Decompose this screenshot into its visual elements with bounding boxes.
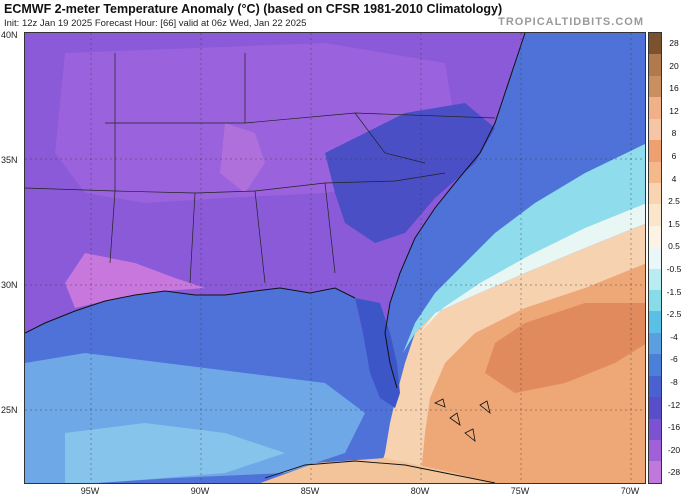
colorbar-label: -20	[667, 444, 681, 455]
lat-label-35n: 35N	[1, 155, 18, 165]
colorbar-swatch	[649, 311, 661, 333]
colorbar-swatch	[649, 397, 661, 419]
colorbar-label: -12	[667, 399, 681, 410]
cuba-coastline	[264, 460, 496, 483]
lon-label-95w: 95W	[80, 486, 100, 496]
atlantic-coastline	[384, 33, 526, 389]
colorbar-swatch	[649, 440, 661, 462]
colorbar-labels: 28 20 16 12 8 6 4 2.5 1.5 0.5 -0.5 -1.5 -2.5 -4 -6 -8 -1…	[664, 32, 684, 484]
colorbar-label: 20	[669, 60, 679, 71]
carolina-cold-core	[325, 103, 495, 243]
forecast-info: Init: 12z Jan 19 2025 Forecast Hour: [66…	[4, 18, 307, 29]
state-boundaries	[25, 53, 496, 284]
colorbar-swatch	[649, 290, 661, 312]
colorbar-label: 4	[671, 173, 677, 184]
colorbar-swatch	[649, 161, 661, 183]
colorbar-swatch	[649, 182, 661, 205]
colorbar-label: 8	[671, 128, 677, 139]
colorbar-swatch	[649, 375, 661, 398]
lon-label-90w: 90W	[190, 486, 210, 496]
bahamas-islands	[434, 398, 491, 442]
lat-label-40n: 40N	[1, 30, 18, 40]
colorbar-label: 2.5	[668, 196, 680, 207]
colorbar-swatch	[649, 418, 661, 441]
gulf-coastline	[25, 287, 356, 334]
colorbar-swatch	[649, 204, 661, 226]
colorbar-swatch	[649, 75, 661, 98]
colorbar-label: 16	[669, 83, 679, 94]
colorbar-label: 28	[669, 38, 679, 49]
colorbar-label: -2.5	[666, 309, 682, 320]
neutral-band	[420, 203, 645, 333]
colorbar-swatch	[649, 461, 661, 483]
lon-label-80w: 80W	[410, 486, 430, 496]
map-canvas	[25, 33, 645, 483]
colorbar-swatch	[649, 97, 661, 119]
lon-label-75w: 75W	[510, 486, 530, 496]
lat-label-30n: 30N	[1, 280, 18, 290]
colorbar-swatch	[649, 118, 661, 141]
florida-peninsula	[355, 298, 400, 408]
colorbar-label: 0.5	[668, 241, 680, 252]
colorbar-swatch	[649, 140, 661, 162]
colorbar-label: 12	[669, 105, 679, 116]
colorbar-label: -8	[670, 376, 678, 387]
colorbar-swatch	[649, 268, 661, 291]
cool-transition-band	[403, 143, 645, 353]
colorbar-label: -28	[667, 467, 681, 478]
colorbar-label: -0.5	[666, 263, 682, 274]
colorbar	[648, 32, 662, 484]
colorbar-swatch	[649, 332, 661, 355]
colorbar-swatch	[649, 33, 661, 55]
anomaly-map[interactable]	[24, 32, 646, 484]
colorbar-swatch	[649, 54, 661, 76]
lon-label-85w: 85W	[300, 486, 320, 496]
colorbar-label: -16	[667, 422, 681, 433]
colorbar-label: -1.5	[666, 286, 682, 297]
warm-anomaly-max	[485, 303, 645, 393]
colorbar-label: -6	[670, 354, 678, 365]
lon-label-70w: 70W	[620, 486, 640, 496]
colorbar-label: -4	[670, 331, 678, 342]
ohio-valley-pink	[220, 123, 265, 193]
gulf-coast-pink	[65, 253, 205, 308]
lat-lon-grid	[25, 33, 645, 483]
brand-watermark: TROPICALTIDBITS.COM	[498, 16, 644, 28]
colorbar-label: 1.5	[668, 218, 680, 229]
chart-title: ECMWF 2-meter Temperature Anomaly (°C) (…	[4, 2, 503, 16]
colorbar-swatch	[649, 247, 661, 269]
colorbar-swatch	[649, 354, 661, 376]
gulf-lighter-region	[65, 423, 285, 483]
lat-label-25n: 25N	[1, 405, 18, 415]
colorbar-swatch	[649, 225, 661, 248]
colorbar-label: 6	[671, 151, 677, 162]
